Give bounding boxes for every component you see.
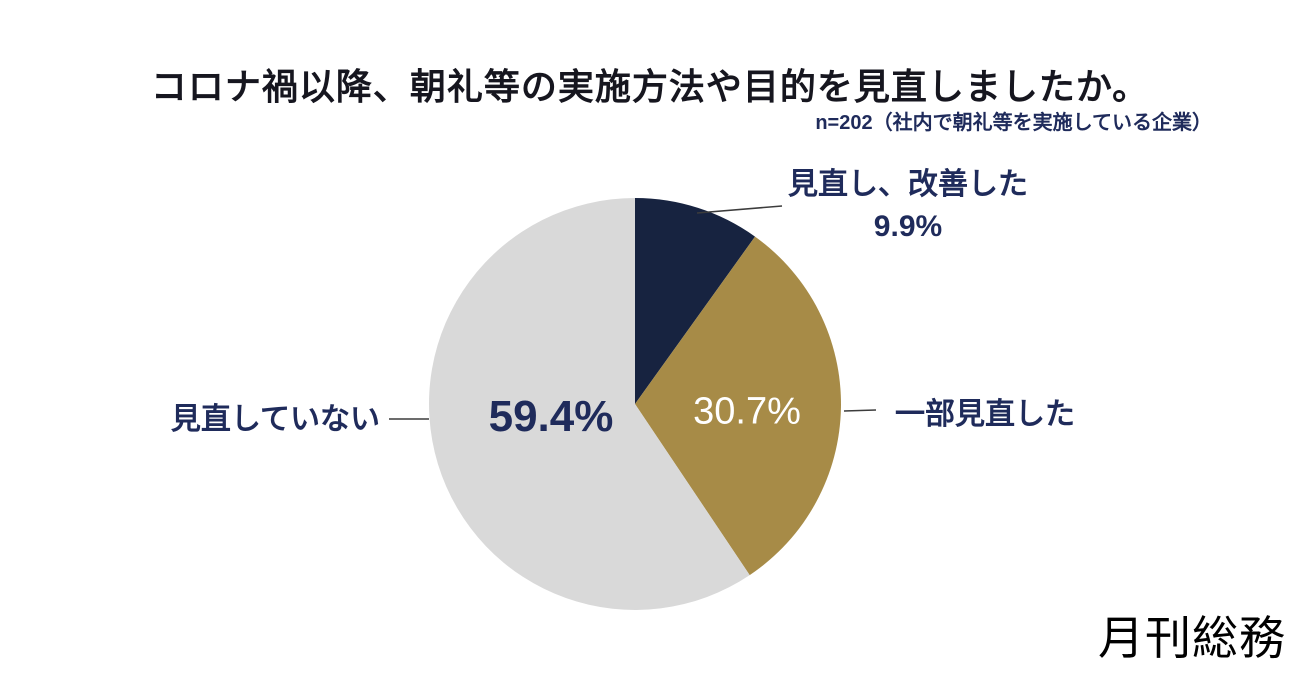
pie-slice-improved	[635, 198, 756, 404]
callout-none-label: 見直していない	[170, 403, 380, 436]
callout-partial-label: 一部見直した	[895, 398, 1075, 431]
value-label-partial: 30.7%	[693, 390, 801, 433]
callout-improved: 見直し、改善した 9.9%	[788, 164, 1028, 248]
pie-slice-partial	[635, 236, 841, 576]
gekkan-soumu-logo: 月刊総務	[1098, 612, 1286, 664]
pie-slice-none	[428, 198, 750, 610]
value-label-none: 59.4%	[488, 392, 614, 441]
callout-improved-label: 見直し、改善した	[788, 168, 1028, 201]
callout-improved-value: 9.9%	[873, 210, 943, 243]
chart-title: コロナ禍以降、朝礼等の実施方法や目的を見直しましたか。	[150, 66, 1150, 107]
pie-chart	[428, 198, 841, 610]
leader-line-partial	[843, 409, 877, 412]
sample-size-note: n=202（社内で朝礼等を実施している企業）	[815, 112, 1212, 134]
